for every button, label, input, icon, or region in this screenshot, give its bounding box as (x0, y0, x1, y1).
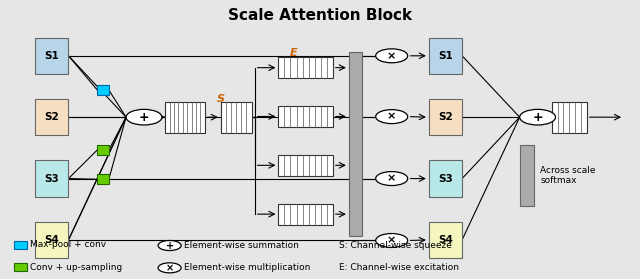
Circle shape (376, 234, 408, 247)
Text: S2: S2 (438, 112, 453, 122)
Bar (97, 85, 109, 95)
Bar (429, 222, 462, 258)
Text: ×: × (166, 263, 173, 273)
Bar (429, 38, 462, 74)
Circle shape (376, 49, 408, 63)
Bar (429, 99, 462, 135)
Bar (349, 52, 362, 236)
Circle shape (520, 109, 556, 125)
Text: S: S (217, 94, 225, 104)
Text: Element-wise summation: Element-wise summation (184, 241, 299, 250)
Bar (221, 102, 252, 133)
Bar (552, 102, 587, 133)
Text: ×: × (387, 235, 396, 246)
Text: E: E (289, 48, 297, 58)
Bar (278, 57, 333, 78)
Bar (429, 160, 462, 197)
Bar (97, 174, 109, 184)
Text: ×: × (387, 51, 396, 61)
Bar (35, 38, 68, 74)
Text: +: + (166, 240, 173, 251)
Circle shape (376, 172, 408, 186)
Circle shape (376, 110, 408, 124)
Circle shape (158, 240, 181, 251)
Circle shape (158, 263, 181, 273)
Text: ×: × (387, 112, 396, 122)
Text: +: + (139, 111, 149, 124)
Text: Scale Attention Block: Scale Attention Block (228, 8, 412, 23)
Text: S4: S4 (44, 235, 60, 245)
Text: E: Channel-wise excitation: E: Channel-wise excitation (339, 263, 460, 272)
Text: Element-wise multiplication: Element-wise multiplication (184, 263, 310, 272)
Text: S1: S1 (44, 51, 60, 61)
Circle shape (126, 109, 162, 125)
Text: S3: S3 (44, 174, 60, 184)
Bar (35, 99, 68, 135)
Bar (35, 222, 68, 258)
Bar (278, 155, 333, 176)
Text: Conv + up-sampling: Conv + up-sampling (30, 263, 122, 272)
Text: Max-pool + conv: Max-pool + conv (30, 240, 106, 249)
Text: S2: S2 (44, 112, 60, 122)
Bar (278, 204, 333, 225)
Text: S1: S1 (438, 51, 453, 61)
Bar (14, 263, 27, 271)
Text: +: + (532, 111, 543, 124)
Text: ×: × (387, 174, 396, 184)
Bar (278, 106, 333, 127)
Bar (14, 241, 27, 249)
Bar (520, 145, 534, 206)
Bar (165, 102, 205, 133)
Text: Across scale
softmax: Across scale softmax (540, 166, 596, 186)
Text: S4: S4 (438, 235, 453, 245)
Bar (97, 145, 109, 155)
Text: S3: S3 (438, 174, 453, 184)
Bar (35, 160, 68, 197)
Text: S: Channel-wise squeeze: S: Channel-wise squeeze (339, 241, 452, 250)
